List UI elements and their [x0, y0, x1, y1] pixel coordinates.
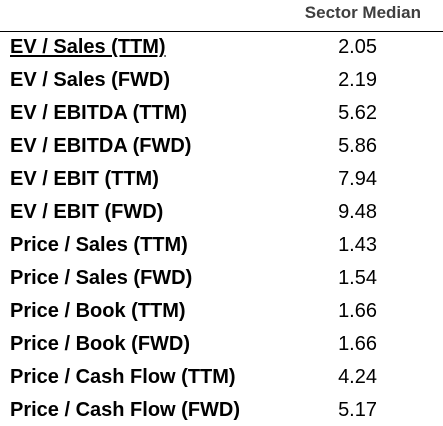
- table-row: Price / Cash Flow (TTM) 4.24: [0, 360, 443, 393]
- metric-label: EV / EBIT (FWD): [10, 201, 164, 223]
- table-row: Price / Cash Flow (FWD) 5.17: [0, 393, 443, 426]
- table-row: EV / Sales (TTM) 2.05: [0, 30, 443, 63]
- table-row: Price / Book (TTM) 1.66: [0, 294, 443, 327]
- metric-value: 5.86: [338, 135, 377, 157]
- metric-label: Price / Cash Flow (FWD): [10, 399, 241, 421]
- metric-value: 1.54: [338, 267, 377, 289]
- metric-label: Price / Sales (TTM): [10, 234, 188, 256]
- metric-label: Price / Cash Flow (TTM): [10, 366, 236, 388]
- metric-label: EV / Sales (FWD): [10, 69, 171, 91]
- metric-label: Price / Sales (FWD): [10, 267, 193, 289]
- table-row: Price / Sales (TTM) 1.43: [0, 228, 443, 261]
- table-row: EV / EBIT (FWD) 9.48: [0, 195, 443, 228]
- table-row: EV / Sales (FWD) 2.19: [0, 63, 443, 96]
- table-row: Price / Book (FWD) 1.66: [0, 327, 443, 360]
- metric-label: Price / Book (TTM): [10, 300, 186, 322]
- sector-median-column-header: Sector Median: [304, 3, 421, 22]
- table-row: EV / EBITDA (TTM) 5.62: [0, 96, 443, 129]
- metric-value: 1.66: [338, 333, 377, 355]
- table-row: EV / EBITDA (FWD) 5.86: [0, 129, 443, 162]
- metric-label: EV / EBITDA (TTM): [10, 102, 188, 124]
- metric-value: 7.94: [338, 168, 377, 190]
- metric-link-ev-sales-ttm[interactable]: EV / Sales (TTM): [10, 36, 166, 58]
- metric-value: 4.24: [338, 366, 377, 388]
- metric-value: 9.48: [338, 201, 377, 223]
- metric-value: 2.19: [338, 69, 377, 91]
- metric-value: 5.17: [338, 399, 377, 421]
- table-row: EV / EBIT (TTM) 7.94: [0, 162, 443, 195]
- metric-value: 1.66: [338, 300, 377, 322]
- metric-value: 2.05: [338, 36, 377, 58]
- metric-label: EV / EBIT (TTM): [10, 168, 159, 190]
- table-body: EV / Sales (TTM) 2.05 EV / Sales (FWD) 2…: [0, 30, 443, 426]
- metric-label: Price / Book (FWD): [10, 333, 191, 355]
- table-header: Sector Median: [0, 0, 443, 32]
- metric-label: EV / EBITDA (FWD): [10, 135, 192, 157]
- metric-value: 5.62: [338, 102, 377, 124]
- metric-value: 1.43: [338, 234, 377, 256]
- table-row: Price / Sales (FWD) 1.54: [0, 261, 443, 294]
